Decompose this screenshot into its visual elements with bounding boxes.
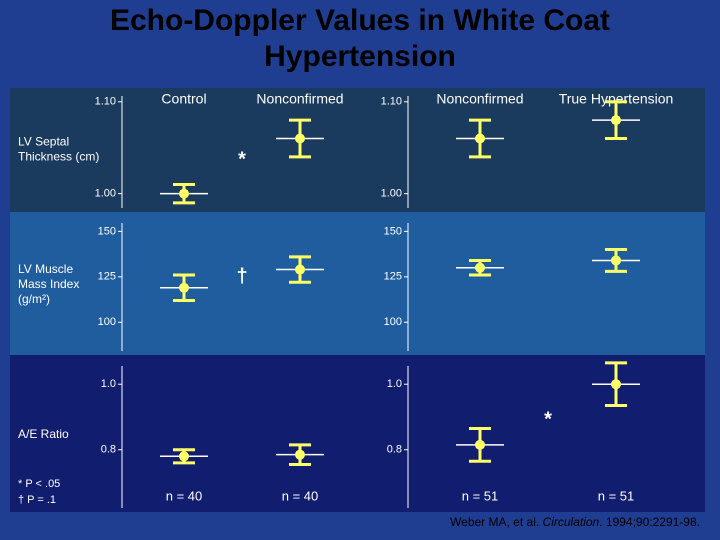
annotation: *: [544, 408, 552, 430]
group-size: n = 51: [462, 488, 499, 503]
y-axis-label: A/E Ratio: [18, 427, 69, 441]
label-line: A/E Ratio: [18, 427, 69, 441]
error-point: [160, 448, 208, 465]
citation-journal: Circulation: [543, 515, 600, 529]
y-tick-label: 0.8: [387, 444, 402, 456]
label-line: Mass Index: [18, 277, 79, 291]
error-point: [160, 273, 208, 302]
group-size: n = 40: [282, 488, 319, 503]
point: [295, 264, 305, 275]
category-label: Nonconfirmed: [256, 91, 343, 107]
citation: Weber MA, et al. Circulation. 1994;90:22…: [450, 515, 700, 529]
error-point: [456, 426, 504, 463]
annotation: †: [236, 265, 247, 287]
y-tick-label: 125: [384, 271, 402, 283]
y-tick-label: 1.0: [101, 378, 116, 390]
y-tick-label: 1.10: [95, 96, 116, 108]
title-part: Echo-Doppler Values in White Coat: [110, 4, 610, 37]
point: [179, 451, 189, 462]
title-part: Hypertension: [264, 40, 456, 73]
point: [611, 379, 621, 390]
label-line: LV Septal: [18, 135, 69, 149]
footnote: † P = .1: [18, 494, 56, 506]
error-point: [160, 182, 208, 205]
point: [475, 262, 485, 273]
citation-authors: Weber MA, et al.: [450, 515, 542, 529]
y-tick-label: 150: [384, 225, 402, 237]
error-point: [276, 118, 324, 159]
row-band: [10, 355, 705, 512]
footnote: * P < .05: [18, 478, 60, 490]
error-point: [456, 258, 504, 277]
label-line: (g/m²): [18, 292, 50, 306]
y-tick-label: 100: [98, 316, 116, 328]
point: [475, 133, 485, 144]
category-label: Nonconfirmed: [436, 91, 523, 107]
y-axis-label: LV Muscle Mass Index (g/m²): [18, 262, 79, 306]
group-size: n = 40: [166, 488, 203, 503]
point: [475, 439, 485, 450]
row-band: [10, 88, 705, 212]
point: [179, 188, 189, 199]
y-tick-label: 125: [98, 271, 116, 283]
error-point: [456, 118, 504, 159]
point: [611, 255, 621, 266]
error-point: [276, 255, 324, 284]
citation-details: . 1994;90:2291-98.: [599, 515, 700, 529]
y-tick-label: 1.10: [381, 96, 402, 108]
error-point: [592, 361, 640, 408]
annotation: *: [238, 148, 246, 170]
error-point: [276, 443, 324, 466]
y-tick-label: 0.8: [101, 444, 116, 456]
error-point: [592, 100, 640, 141]
y-tick-label: 1.0: [387, 378, 402, 390]
y-tick-label: 1.00: [95, 188, 116, 200]
y-tick-label: 1.00: [381, 188, 402, 200]
y-tick-label: 100: [384, 316, 402, 328]
category-label: True Hypertension: [559, 91, 674, 107]
title-line: Echo-Doppler Values in White Coat Hyperte…: [110, 4, 610, 73]
category-label: Control: [161, 91, 206, 107]
group-size: n = 51: [598, 488, 635, 503]
error-point: [592, 248, 640, 273]
label-line: LV Muscle: [18, 262, 73, 276]
point: [295, 449, 305, 460]
point: [295, 133, 305, 144]
point: [611, 115, 621, 126]
label-line: Thickness (cm): [18, 150, 99, 164]
row-band: [10, 212, 705, 355]
y-tick-label: 150: [98, 225, 116, 237]
point: [179, 282, 189, 293]
y-axis-label: LV Septal Thickness (cm): [18, 135, 99, 164]
